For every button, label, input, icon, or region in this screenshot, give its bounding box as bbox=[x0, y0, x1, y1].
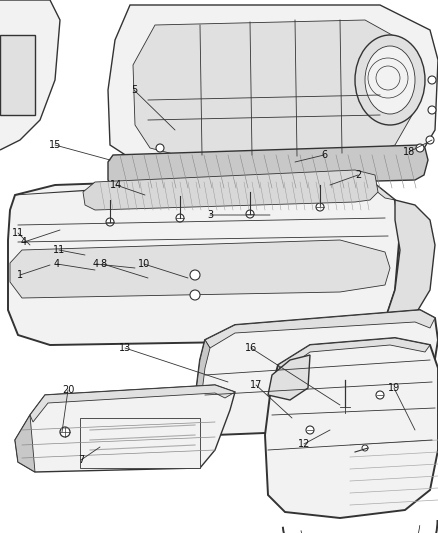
Circle shape bbox=[416, 144, 424, 152]
Text: 11: 11 bbox=[12, 228, 24, 238]
Text: 13: 13 bbox=[119, 343, 131, 353]
Circle shape bbox=[428, 76, 436, 84]
PathPatch shape bbox=[108, 5, 438, 170]
Text: 7: 7 bbox=[78, 455, 84, 465]
PathPatch shape bbox=[30, 385, 235, 422]
PathPatch shape bbox=[10, 240, 390, 298]
Circle shape bbox=[190, 290, 200, 300]
Circle shape bbox=[156, 144, 164, 152]
Text: 16: 16 bbox=[245, 343, 257, 353]
Text: 4: 4 bbox=[21, 237, 27, 247]
PathPatch shape bbox=[108, 145, 428, 188]
PathPatch shape bbox=[268, 355, 310, 400]
PathPatch shape bbox=[15, 173, 395, 200]
Ellipse shape bbox=[355, 35, 425, 125]
Circle shape bbox=[376, 391, 384, 399]
PathPatch shape bbox=[0, 0, 60, 150]
Text: 15: 15 bbox=[49, 140, 61, 150]
Text: 3: 3 bbox=[207, 210, 213, 220]
Circle shape bbox=[306, 426, 314, 434]
PathPatch shape bbox=[195, 340, 210, 408]
Text: 4: 4 bbox=[54, 259, 60, 269]
PathPatch shape bbox=[195, 310, 438, 435]
Text: 1: 1 bbox=[17, 270, 23, 280]
PathPatch shape bbox=[15, 385, 235, 472]
Text: 6: 6 bbox=[321, 150, 327, 160]
Text: 14: 14 bbox=[110, 180, 122, 190]
Text: 2: 2 bbox=[355, 170, 361, 180]
PathPatch shape bbox=[15, 415, 35, 472]
Bar bbox=[0, 35, 35, 115]
Circle shape bbox=[339, 401, 351, 413]
Text: 18: 18 bbox=[403, 147, 415, 157]
PathPatch shape bbox=[8, 175, 400, 345]
Circle shape bbox=[190, 270, 200, 280]
Text: 19: 19 bbox=[388, 383, 400, 393]
Text: 11: 11 bbox=[53, 245, 65, 255]
Text: 17: 17 bbox=[250, 380, 262, 390]
Circle shape bbox=[246, 210, 254, 218]
Circle shape bbox=[60, 427, 70, 437]
Circle shape bbox=[316, 203, 324, 211]
Text: 20: 20 bbox=[62, 385, 74, 395]
Text: 4: 4 bbox=[93, 259, 99, 269]
Circle shape bbox=[362, 445, 368, 451]
PathPatch shape bbox=[83, 170, 378, 210]
PathPatch shape bbox=[133, 20, 415, 158]
Bar bbox=[80, 418, 200, 468]
Text: 5: 5 bbox=[131, 85, 137, 95]
PathPatch shape bbox=[205, 310, 435, 348]
Circle shape bbox=[176, 214, 184, 222]
Circle shape bbox=[426, 136, 434, 144]
Text: 12: 12 bbox=[298, 439, 310, 449]
Text: 10: 10 bbox=[138, 259, 150, 269]
Text: 8: 8 bbox=[100, 259, 106, 269]
Circle shape bbox=[428, 106, 436, 114]
PathPatch shape bbox=[385, 200, 435, 325]
Ellipse shape bbox=[365, 46, 415, 114]
PathPatch shape bbox=[265, 338, 438, 518]
PathPatch shape bbox=[278, 338, 430, 372]
Circle shape bbox=[106, 218, 114, 226]
